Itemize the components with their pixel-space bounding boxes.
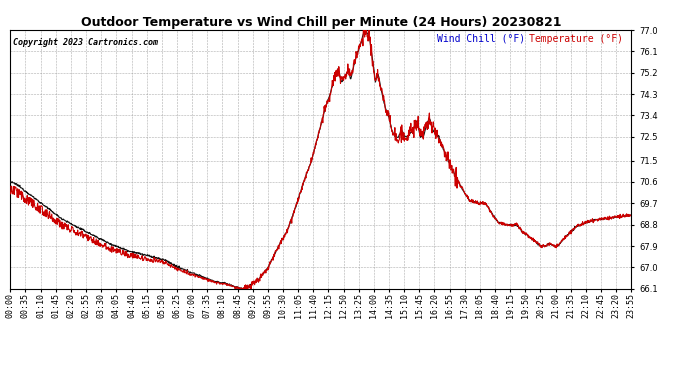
Legend: Wind Chill (°F), Temperature (°F): Wind Chill (°F), Temperature (°F) — [432, 30, 627, 48]
Title: Outdoor Temperature vs Wind Chill per Minute (24 Hours) 20230821: Outdoor Temperature vs Wind Chill per Mi… — [81, 16, 561, 29]
Text: Copyright 2023 Cartronics.com: Copyright 2023 Cartronics.com — [14, 38, 159, 47]
